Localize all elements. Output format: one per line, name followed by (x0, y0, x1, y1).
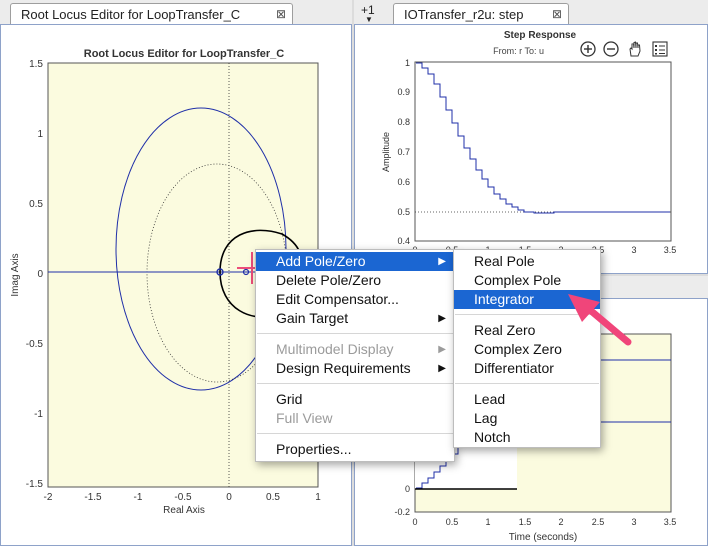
x-tick-label: 0.5 (446, 517, 459, 527)
menu-item-full-view: Full View (276, 410, 333, 426)
submenu-item-real-pole[interactable]: Real Pole (474, 253, 535, 269)
y-axis-label: Imag Axis (10, 253, 21, 296)
context-menu: Add Pole/Zero ▶ Delete Pole/Zero Edit Com… (255, 249, 455, 462)
menu-item-delete-pole-zero[interactable]: Delete Pole/Zero (276, 272, 382, 288)
y-tick-label: 0 (37, 269, 43, 280)
x-tick-label: 3 (631, 517, 636, 527)
step-response-curve (416, 62, 670, 214)
x-tick-label: 0 (226, 492, 232, 503)
tab-iotransfer-title: IOTransfer_r2u: step (404, 7, 524, 22)
x-tick-label: 3 (631, 245, 636, 255)
x-tick-label: 3.5 (664, 517, 677, 527)
submenu-arrow-icon: ▶ (438, 344, 446, 355)
submenu-item-real-zero[interactable]: Real Zero (474, 322, 536, 338)
compensator-zero[interactable] (216, 268, 224, 276)
y-tick-label: 0.7 (397, 147, 410, 157)
x-tick-label: 1 (485, 517, 490, 527)
y-tick-label: 1 (405, 58, 410, 68)
step-response-plot: Step Response From: r To: u 1 0.9 0.8 0.… (381, 30, 677, 255)
y-tick-label: 1 (37, 129, 43, 140)
menu-item-edit-compensator[interactable]: Edit Compensator... (276, 291, 399, 307)
submenu-arrow-icon: ▶ (438, 313, 446, 324)
tab-overflow-count: +1 (361, 3, 375, 17)
x-tick-label: -2 (44, 492, 53, 503)
x-tick-label: 3.5 (664, 245, 677, 255)
submenu-item-lag[interactable]: Lag (474, 410, 498, 426)
tab-root-locus-editor[interactable]: Root Locus Editor for LoopTransfer_C ⊠ (10, 3, 293, 25)
x-tick-label: -1.5 (84, 492, 102, 503)
menu-separator (257, 383, 453, 384)
menu-separator (455, 314, 599, 315)
submenu-item-lead[interactable]: Lead (474, 391, 506, 407)
menu-item-design-requirements[interactable]: Design Requirements ▶ (276, 360, 446, 376)
menu-separator (257, 433, 453, 434)
y-tick-label: -1 (34, 409, 43, 420)
tab-iotransfer-step[interactable]: IOTransfer_r2u: step ⊠ (393, 3, 569, 25)
menu-item-grid[interactable]: Grid (276, 391, 303, 407)
bottom-xlabel: Time (seconds) (509, 532, 578, 543)
x-tick-label: 0 (412, 517, 417, 527)
menu-separator (257, 333, 453, 334)
y-tick-label: 0 (405, 484, 410, 494)
zoom-out-icon[interactable] (602, 40, 620, 58)
submenu-item-complex-pole[interactable]: Complex Pole (474, 272, 562, 288)
menu-item-gain-target[interactable]: Gain Target ▶ (276, 310, 446, 326)
submenu-item-notch[interactable]: Notch (474, 429, 511, 445)
y-tick-label: -1.5 (26, 479, 44, 490)
legend-icon[interactable] (651, 40, 669, 58)
y-tick-label: 0.5 (397, 207, 410, 217)
y-tick-label: 1.5 (29, 59, 43, 70)
submenu-arrow-icon: ▶ (438, 256, 446, 267)
y-tick-label: 0.6 (397, 177, 410, 187)
add-pole-zero-submenu: Real Pole Complex Pole Integrator Real Z… (453, 249, 601, 448)
submenu-arrow-icon: ▶ (438, 363, 446, 374)
x-tick-label: -0.5 (174, 492, 192, 503)
menu-item-properties[interactable]: Properties... (276, 441, 352, 457)
x-tick-label: 2.5 (592, 517, 605, 527)
menu-item-multimodel-display: Multimodel Display ▶ (276, 341, 446, 357)
step-response-panel: Step Response From: r To: u 1 0.9 0.8 0.… (354, 24, 708, 274)
submenu-item-integrator[interactable]: Integrator (454, 290, 600, 309)
menu-separator (455, 383, 599, 384)
y-tick-label: -0.2 (394, 507, 410, 517)
y-tick-label: 0.4 (397, 236, 410, 246)
menu-item-add-pole-zero[interactable]: Add Pole/Zero ▶ (256, 252, 454, 271)
submenu-item-complex-zero[interactable]: Complex Zero (474, 341, 562, 357)
zoom-in-icon[interactable] (579, 40, 597, 58)
step-title: Step Response (504, 30, 577, 41)
step-ylabel: Amplitude (381, 132, 391, 172)
x-tick-label: 1.5 (519, 517, 532, 527)
submenu-item-differentiator[interactable]: Differentiator (474, 360, 554, 376)
x-axis-label: Real Axis (163, 505, 205, 516)
annotation-arrow-icon (568, 294, 632, 346)
chevron-down-icon: ▼ (365, 15, 373, 24)
x-tick-label: 1 (315, 492, 321, 503)
x-tick-label: 0.5 (266, 492, 280, 503)
x-tick-label: -1 (134, 492, 143, 503)
step-axes[interactable] (414, 61, 672, 242)
root-locus-title: Root Locus Editor for LoopTransfer_C (84, 48, 285, 60)
compensator-zero[interactable] (242, 268, 250, 276)
pan-hand-icon[interactable] (626, 40, 644, 58)
step-subtitle: From: r To: u (493, 46, 544, 56)
y-tick-label: -0.5 (26, 339, 44, 350)
bottom-step-curve (416, 445, 464, 489)
tab-close-icon[interactable]: ⊠ (551, 7, 562, 21)
y-tick-label: 0.8 (397, 117, 410, 127)
tab-root-locus-title: Root Locus Editor for LoopTransfer_C (21, 7, 241, 22)
y-tick-label: 0.9 (397, 87, 410, 97)
tab-overflow-button[interactable]: +1 ▼ (361, 3, 383, 24)
y-tick-label: 0.5 (29, 199, 43, 210)
tab-close-icon[interactable]: ⊠ (275, 7, 286, 21)
x-tick-label: 2 (558, 517, 563, 527)
